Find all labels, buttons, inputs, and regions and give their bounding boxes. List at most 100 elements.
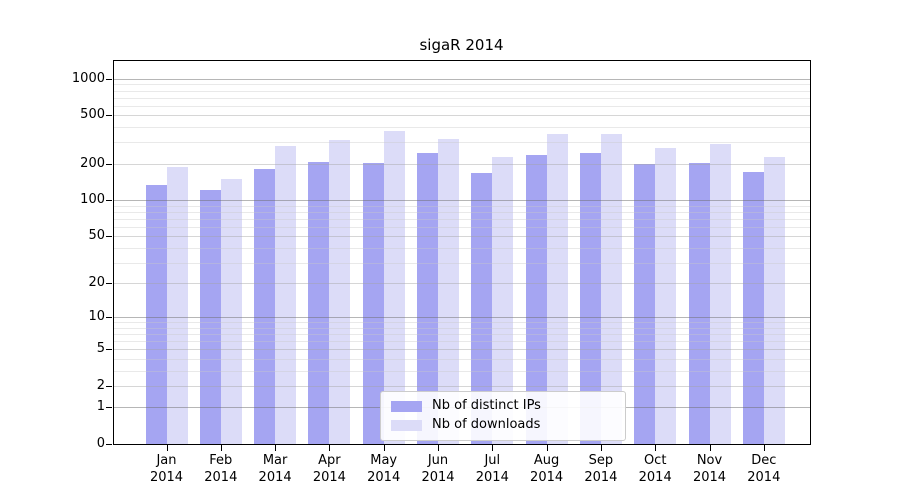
gridline-minor: [114, 211, 810, 213]
bar-distinct-ips-oct: [634, 164, 656, 444]
y-tick-label: 100: [80, 192, 105, 208]
gridline-minor: [114, 84, 810, 86]
y-tick-label: 0: [96, 436, 105, 451]
y-tick-mark: [106, 349, 112, 351]
bar-downloads-oct: [655, 148, 677, 444]
y-tick-mark: [106, 200, 112, 202]
y-tick-mark: [106, 163, 112, 165]
x-tick-mark: [166, 445, 168, 451]
gridline: [114, 283, 810, 285]
bar-distinct-ips-jun: [417, 153, 438, 444]
legend-row-distinct-ips: Nb of distinct IPs: [391, 397, 615, 415]
y-tick-mark: [106, 78, 112, 80]
y-tick-label: 1: [96, 399, 105, 415]
gridline-minor: [114, 358, 810, 360]
gridline-minor: [114, 247, 810, 249]
gridline-minor: [114, 90, 810, 92]
x-tick-mark: [329, 445, 331, 451]
gridline: [114, 385, 810, 387]
y-tick-mark: [106, 317, 112, 319]
x-tick-label-jun: Jun 2014: [421, 453, 455, 485]
legend: Nb of distinct IPs Nb of downloads: [380, 391, 626, 441]
y-tick-label: 200: [80, 155, 105, 171]
gridline-minor: [114, 327, 810, 329]
gridline-minor: [114, 341, 810, 343]
legend-swatch-distinct-ips: [391, 400, 422, 412]
x-tick-label-feb: Feb 2014: [204, 453, 238, 485]
x-tick-mark: [600, 445, 602, 451]
x-tick-label-oct: Oct 2014: [638, 453, 672, 485]
bar-downloads-jul: [492, 157, 514, 444]
grid-layer: [113, 60, 811, 445]
x-tick-label-may: May 2014: [367, 453, 401, 485]
bar-distinct-ips-may: [362, 162, 384, 444]
gridline-minor: [114, 127, 810, 129]
bar-distinct-ips-nov: [688, 162, 710, 444]
y-tick-mark: [106, 407, 112, 409]
gridline-minor: [114, 97, 810, 99]
bars-layer: [113, 60, 811, 445]
x-tick-mark: [546, 445, 548, 451]
y-tick-label: 20: [88, 275, 105, 291]
bar-distinct-ips-feb: [199, 190, 221, 444]
x-tick-label-nov: Nov 2014: [692, 453, 727, 485]
y-tick-mark: [106, 444, 112, 445]
gridline-minor: [114, 370, 810, 372]
x-tick-mark: [383, 445, 385, 451]
x-tick-mark: [492, 445, 494, 451]
y-tick-mark: [106, 385, 112, 387]
bar-distinct-ips-jul: [471, 173, 493, 444]
plot-area: [113, 60, 811, 445]
bar-downloads-aug: [546, 133, 568, 444]
bar-distinct-ips-sep: [579, 153, 601, 444]
x-tick-mark: [438, 445, 439, 451]
bar-downloads-feb: [220, 179, 242, 444]
x-tick-label-jan: Jan 2014: [149, 453, 184, 485]
gridline: [114, 78, 810, 80]
x-tick-label-sep: Sep 2014: [584, 453, 618, 485]
legend-swatch-downloads: [391, 419, 422, 431]
x-tick-mark: [655, 445, 657, 451]
bar-downloads-jun: [438, 139, 459, 444]
gridline-minor: [114, 262, 810, 264]
legend-label-downloads: Nb of downloads: [432, 417, 541, 432]
y-tick-label: 500: [80, 107, 105, 123]
bar-downloads-may: [383, 130, 405, 444]
bar-downloads-apr: [329, 140, 351, 444]
bar-distinct-ips-dec: [742, 171, 764, 444]
x-tick-mark: [275, 445, 277, 451]
x-tick-mark: [220, 445, 222, 451]
x-tick-label-jul: Jul 2014: [475, 453, 509, 485]
y-tick-mark: [106, 236, 112, 238]
bar-downloads-mar: [275, 145, 297, 444]
gridline: [114, 349, 810, 351]
x-tick-label-mar: Mar 2014: [258, 453, 292, 485]
y-tick-label: 50: [88, 228, 105, 244]
gridline-minor: [114, 334, 810, 336]
x-tick-label-aug: Aug 2014: [530, 453, 564, 485]
bar-downloads-jan: [166, 167, 188, 444]
y-tick-label: 2: [96, 377, 105, 393]
bar-downloads-nov: [709, 143, 731, 444]
gridline-minor: [114, 218, 810, 220]
y-tick-label: 10: [88, 309, 105, 325]
gridline: [114, 163, 810, 165]
gridline: [114, 200, 810, 202]
bar-distinct-ips-apr: [308, 162, 330, 444]
gridline-minor: [114, 142, 810, 144]
legend-row-downloads: Nb of downloads: [391, 416, 615, 434]
x-tick-label-dec: Dec 2014: [747, 453, 781, 485]
gridline-minor: [114, 105, 810, 107]
gridline: [114, 317, 810, 319]
gridline: [114, 236, 810, 238]
y-tick-label: 1000: [71, 70, 105, 86]
gridline-minor: [114, 322, 810, 324]
x-tick-mark: [709, 445, 711, 451]
legend-label-distinct-ips: Nb of distinct IPs: [432, 398, 541, 413]
bar-distinct-ips-mar: [254, 169, 276, 444]
x-tick-label-apr: Apr 2014: [312, 453, 346, 485]
bar-distinct-ips-aug: [525, 155, 547, 444]
chart-title: sigaR 2014: [419, 36, 504, 54]
gridline: [114, 115, 810, 117]
